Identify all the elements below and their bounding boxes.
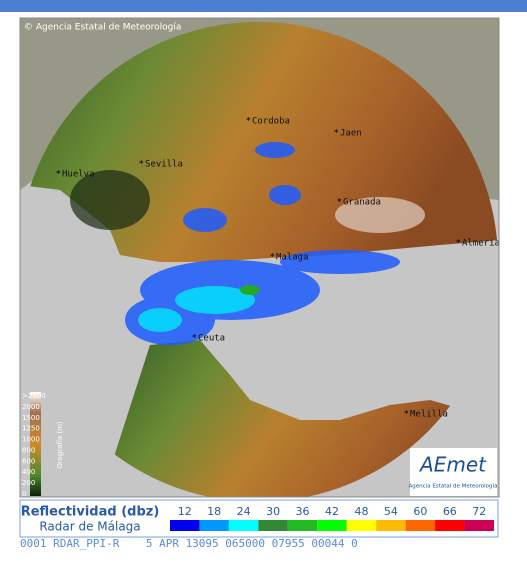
city-label: Huelva bbox=[62, 170, 95, 180]
legend-title: Reflectividad (dbz) bbox=[21, 505, 160, 520]
city-label: Ceuta bbox=[198, 334, 225, 344]
orography-label: 600 bbox=[22, 457, 35, 465]
orography-label: 1250 bbox=[22, 425, 40, 433]
orography-scale bbox=[30, 392, 41, 496]
orography-label: 200 bbox=[22, 479, 35, 487]
legend-swatch bbox=[258, 520, 288, 531]
logo: AEmet bbox=[418, 453, 487, 477]
city-marker: * bbox=[139, 160, 144, 170]
legend-swatch bbox=[228, 520, 259, 531]
logo-box bbox=[410, 448, 497, 496]
orography-label: 800 bbox=[22, 446, 35, 454]
legend-value: 30 bbox=[266, 505, 280, 518]
legend-value: 72 bbox=[472, 505, 486, 518]
legend-value: 12 bbox=[178, 505, 192, 518]
logo-subtitle: Agencia Estatal de Meteorología bbox=[409, 483, 498, 490]
legend-value: 54 bbox=[384, 505, 398, 518]
city-marker: * bbox=[246, 117, 251, 127]
orography-label: >2500 bbox=[22, 392, 46, 400]
city-marker: * bbox=[192, 334, 197, 344]
city-label: Almeria bbox=[462, 239, 500, 249]
map-frame bbox=[19, 17, 500, 498]
status-line: 0001 RDAR_PPI-R 5 APR 13095 065000 07955… bbox=[20, 537, 358, 550]
legend-value: 18 bbox=[207, 505, 221, 518]
city-label: Cordoba bbox=[252, 117, 290, 127]
orography-label: 2000 bbox=[22, 403, 40, 411]
city-marker: * bbox=[456, 239, 461, 249]
map: © Agencia Estatal de Meteorología * Cordo… bbox=[20, 18, 500, 498]
city-marker: * bbox=[404, 410, 409, 420]
city-marker: * bbox=[337, 198, 342, 208]
city-marker: * bbox=[334, 129, 339, 139]
orography-title: Orografía (m) bbox=[56, 421, 64, 469]
legend-value: 24 bbox=[237, 505, 251, 518]
legend-value: 60 bbox=[413, 505, 427, 518]
orography-label: 1500 bbox=[22, 414, 40, 422]
city-label: Granada bbox=[343, 198, 381, 208]
copyright: © Agencia Estatal de Meteorología bbox=[24, 23, 181, 33]
legend-value: 48 bbox=[354, 505, 368, 518]
city-label: Melilla bbox=[410, 410, 448, 420]
top-bar bbox=[0, 0, 527, 12]
legend-swatch bbox=[170, 520, 200, 531]
legend-swatch bbox=[464, 520, 494, 531]
legend-swatch bbox=[405, 520, 436, 531]
city-label: Malaga bbox=[276, 253, 309, 263]
city-label: Jaen bbox=[340, 129, 362, 139]
legend-swatch bbox=[287, 520, 318, 531]
orography-label: 1000 bbox=[22, 436, 40, 444]
legend-radar: Radar de Málaga bbox=[39, 520, 140, 534]
city-label: Sevilla bbox=[145, 160, 183, 170]
legend-value: 36 bbox=[296, 505, 310, 518]
legend-value: 66 bbox=[443, 505, 457, 518]
legend-swatch bbox=[435, 520, 465, 531]
orography-label: 400 bbox=[22, 468, 35, 476]
legend-swatch bbox=[346, 520, 377, 531]
city-marker: * bbox=[56, 170, 61, 180]
legend-value: 42 bbox=[325, 505, 339, 518]
legend-swatch bbox=[199, 520, 229, 531]
legend-swatch bbox=[376, 520, 406, 531]
city-marker: * bbox=[270, 253, 275, 263]
legend-swatch bbox=[317, 520, 347, 531]
orography-label: 0 bbox=[22, 490, 26, 498]
